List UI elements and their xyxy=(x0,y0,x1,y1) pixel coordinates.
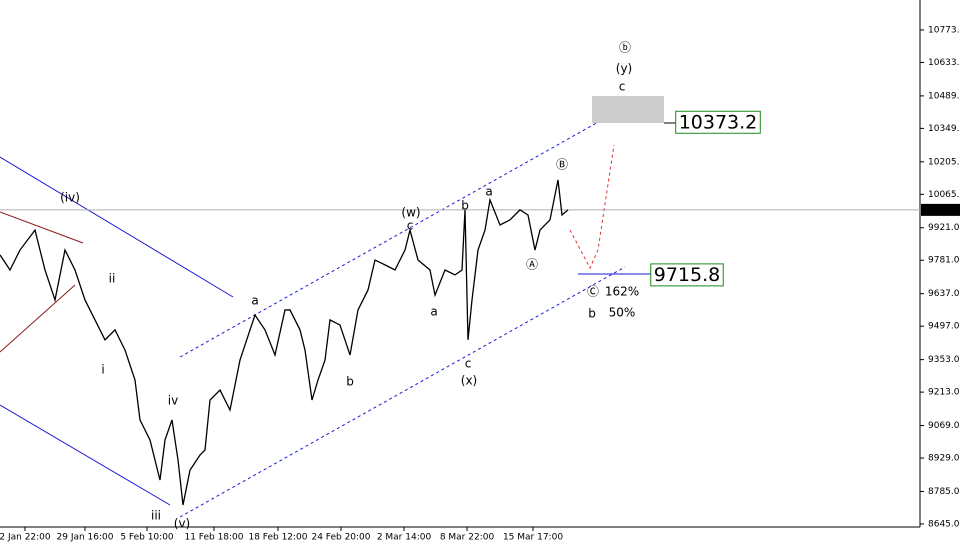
y-tick-label: 10633.0 xyxy=(928,58,960,68)
y-tick-label: 8929.0 xyxy=(928,454,960,464)
channel-lines xyxy=(0,156,234,506)
y-tick-label: 8645.0 xyxy=(928,519,960,529)
channel-line xyxy=(0,156,234,298)
wave-label: (v) xyxy=(174,516,190,530)
wave-label: (iv) xyxy=(60,191,80,205)
wave-label: a xyxy=(485,184,492,198)
target-box xyxy=(650,263,724,287)
wave-label: i xyxy=(101,363,104,377)
y-tick-label: 9921.0 xyxy=(928,223,960,233)
wave-label: (w) xyxy=(401,205,420,219)
x-tick-label: 24 Feb 20:00 xyxy=(311,533,370,543)
wave-label: b xyxy=(461,198,469,212)
y-tick-label: 9213.0 xyxy=(928,388,960,398)
target-zone xyxy=(592,96,664,123)
x-tick-label: 11 Feb 18:00 xyxy=(184,533,243,543)
y-tick-label: 8785.0 xyxy=(928,487,960,497)
x-tick-label: 8 Mar 22:00 xyxy=(440,533,495,543)
wave-label: iii xyxy=(151,509,161,523)
trend-lines xyxy=(0,211,84,353)
y-tick-label: 10065.0 xyxy=(928,190,960,200)
x-tick-label: 2 Jan 22:00 xyxy=(0,533,51,543)
y-tick-label: 9497.0 xyxy=(928,322,960,332)
wave-label: c xyxy=(619,80,626,94)
wave-label: Ⓐ xyxy=(526,257,538,271)
target-box xyxy=(675,110,761,134)
projection xyxy=(569,144,615,270)
wave-label: Ⓑ xyxy=(556,158,568,172)
x-tick-label: 5 Feb 10:00 xyxy=(120,533,174,543)
last-price-box xyxy=(921,203,960,216)
y-tick-label: 10773.0 xyxy=(928,25,960,35)
target-label: 9715.8 xyxy=(654,264,720,286)
y-tick-label: 9069.0 xyxy=(928,421,960,431)
wave-label: c xyxy=(465,357,472,371)
dashed-line xyxy=(179,266,626,518)
wave-label: a xyxy=(430,305,437,319)
wave-label: ⓑ xyxy=(619,41,631,55)
wave-label: (y) xyxy=(616,61,632,75)
wave-label: 162% xyxy=(605,285,639,299)
x-tick-label: 29 Jan 16:00 xyxy=(57,533,114,543)
y-tick-label: 10349.0 xyxy=(928,124,960,134)
trend-line xyxy=(0,211,84,244)
wave-label: c xyxy=(407,218,414,232)
dashed-line xyxy=(179,106,626,358)
channel-line xyxy=(0,404,171,506)
wave-label: iv xyxy=(168,393,178,407)
plot: 8645.0 8785.0 8929.0 9069.0 9213.0 9353.0 9497… xyxy=(0,25,960,543)
wave-label: Ⓒ xyxy=(587,285,599,299)
wave-label: a xyxy=(251,293,258,307)
wave-label: (x) xyxy=(461,373,477,387)
y-tick-label: 9353.0 xyxy=(928,355,960,365)
target-label: 10373.2 xyxy=(679,111,758,133)
y-tick-label: 9637.0 xyxy=(928,289,960,299)
y-tick-label: 10489.0 xyxy=(928,91,960,101)
y-tick-label: 9781.0 xyxy=(928,256,960,266)
wave-label: b xyxy=(588,307,596,321)
trend-line xyxy=(0,284,76,353)
x-tick-label: 18 Feb 12:00 xyxy=(248,533,307,543)
wave-label: ii xyxy=(109,272,116,286)
x-tick-label: 15 Mar 17:00 xyxy=(503,533,563,543)
y-tick-label: 10205.0 xyxy=(928,157,960,167)
last-price-label: 9998.0 xyxy=(924,205,956,215)
wave-label: b xyxy=(346,374,354,388)
dashed-channel xyxy=(179,106,626,518)
x-tick-label: 2 Mar 14:00 xyxy=(377,533,432,543)
wave-label: 50% xyxy=(609,305,636,319)
price-line xyxy=(0,179,569,506)
